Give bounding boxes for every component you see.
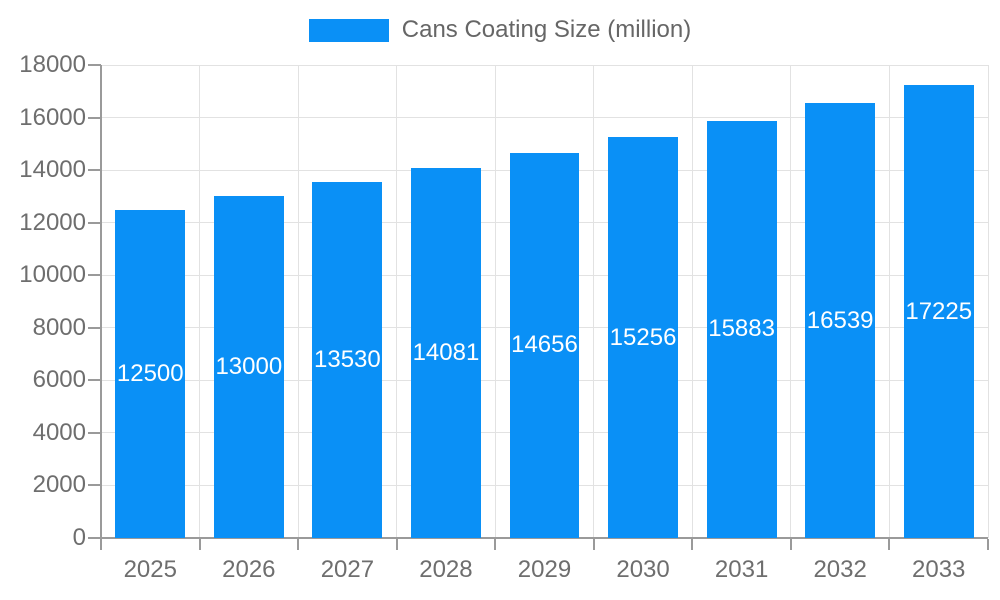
y-tick-mark — [88, 274, 101, 277]
bar[interactable] — [608, 137, 679, 538]
bar[interactable] — [509, 152, 580, 538]
y-axis-line — [100, 65, 102, 548]
x-tick-mark — [691, 539, 694, 550]
y-tick-label: 6000 — [32, 366, 86, 394]
y-tick-mark — [88, 431, 101, 434]
y-gridline — [101, 117, 988, 119]
x-tick-label: 2032 — [813, 556, 867, 583]
x-tick-mark — [789, 539, 792, 550]
legend-item[interactable]: Cans Coating Size (million) — [0, 16, 1000, 44]
x-gridline — [593, 65, 595, 538]
x-tick-mark — [198, 539, 201, 550]
bar[interactable] — [805, 103, 876, 538]
y-tick-mark — [88, 326, 101, 329]
x-gridline — [199, 65, 201, 538]
x-tick-mark — [592, 539, 595, 550]
x-tick-label: 2025 — [123, 556, 177, 583]
x-axis-line — [88, 537, 988, 539]
x-gridline — [790, 65, 792, 538]
y-tick-label: 0 — [72, 524, 86, 551]
y-tick-mark — [88, 116, 101, 119]
x-tick-mark — [494, 539, 497, 550]
y-tick-label: 14000 — [19, 156, 86, 184]
x-tick-label: 2026 — [222, 556, 276, 583]
y-tick-mark — [88, 169, 101, 172]
bar[interactable] — [213, 196, 284, 538]
y-tick-mark — [88, 221, 101, 224]
x-tick-label: 2027 — [320, 556, 375, 583]
x-gridline — [691, 65, 693, 538]
x-tick-mark — [987, 539, 989, 550]
x-tick-mark — [100, 539, 102, 550]
bar[interactable] — [312, 182, 383, 538]
x-gridline — [888, 65, 890, 538]
y-tick-mark — [88, 484, 101, 487]
y-tick-mark — [88, 379, 101, 382]
bar[interactable] — [115, 209, 186, 538]
x-gridline — [987, 65, 989, 538]
y-tick-mark — [88, 64, 101, 66]
x-gridline — [396, 65, 398, 538]
y-tick-label: 8000 — [32, 313, 86, 341]
bar[interactable] — [903, 85, 974, 538]
bar[interactable] — [410, 167, 481, 538]
x-tick-label: 2031 — [714, 556, 769, 583]
y-gridline — [101, 64, 988, 66]
bar[interactable] — [706, 120, 777, 538]
y-tick-label: 16000 — [19, 103, 86, 131]
y-tick-mark — [88, 537, 101, 539]
y-tick-label: 2000 — [32, 471, 86, 499]
y-tick-label: 10000 — [19, 261, 86, 289]
x-tick-label: 2029 — [517, 556, 572, 583]
legend-swatch — [308, 18, 389, 42]
x-tick-label: 2033 — [912, 556, 966, 583]
legend-label: Cans Coating Size (million) — [401, 16, 692, 43]
x-gridline — [494, 65, 496, 538]
x-tick-mark — [297, 539, 300, 550]
y-tick-label: 18000 — [19, 51, 86, 78]
x-tick-mark — [395, 539, 398, 550]
x-tick-label: 2030 — [616, 556, 670, 583]
x-gridline — [297, 65, 299, 538]
x-tick-label: 2028 — [419, 556, 473, 583]
x-tick-mark — [888, 539, 891, 550]
y-tick-label: 12000 — [19, 208, 86, 236]
y-tick-label: 4000 — [32, 418, 86, 446]
